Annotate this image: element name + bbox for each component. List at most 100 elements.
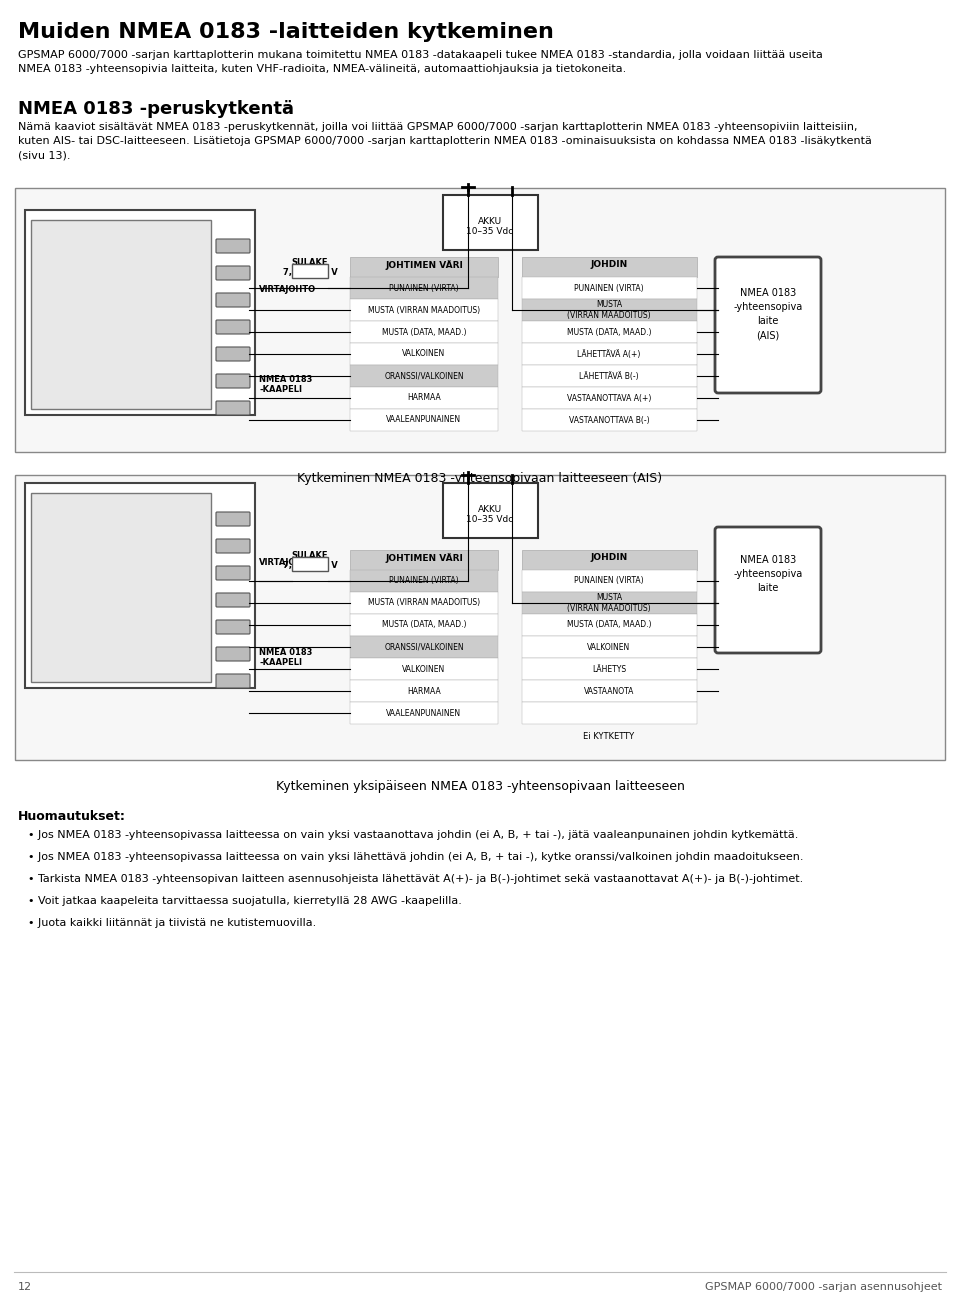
Text: VAALEANPUNAINEN: VAALEANPUNAINEN [387, 416, 462, 425]
FancyBboxPatch shape [216, 539, 250, 553]
FancyBboxPatch shape [216, 400, 250, 415]
Text: ORANSSI/VALKOINEN: ORANSSI/VALKOINEN [384, 372, 464, 381]
FancyBboxPatch shape [216, 512, 250, 526]
Text: MUSTA (DATA, MAAD.): MUSTA (DATA, MAAD.) [566, 328, 651, 337]
FancyBboxPatch shape [216, 320, 250, 334]
Text: NMEA 0183
-KAAPELI: NMEA 0183 -KAAPELI [259, 648, 312, 667]
Text: JOHDIN: JOHDIN [590, 260, 628, 270]
Text: PUNAINEN (VIRTA): PUNAINEN (VIRTA) [574, 577, 644, 586]
FancyBboxPatch shape [292, 557, 328, 572]
Text: NMEA 0183 -peruskytkentä: NMEA 0183 -peruskytkentä [18, 100, 294, 118]
Text: Huomautukset:: Huomautukset: [18, 810, 126, 823]
Text: • Juota kaikki liitännät ja tiivistä ne kutistemuovilla.: • Juota kaikki liitännät ja tiivistä ne … [28, 918, 316, 928]
FancyBboxPatch shape [522, 680, 697, 702]
Text: LÄHETTÄVÄ A(+): LÄHETTÄVÄ A(+) [577, 350, 640, 359]
FancyBboxPatch shape [350, 343, 498, 365]
Text: JOHTIMEN VÄRI: JOHTIMEN VÄRI [385, 260, 463, 270]
Text: AKKU
10–35 Vdc: AKKU 10–35 Vdc [467, 505, 514, 525]
Text: VASTAANOTTAVA B(-): VASTAANOTTAVA B(-) [568, 416, 649, 425]
FancyBboxPatch shape [350, 702, 498, 724]
Text: VASTAANOTTAVA A(+): VASTAANOTTAVA A(+) [566, 394, 651, 403]
FancyBboxPatch shape [350, 299, 498, 321]
FancyBboxPatch shape [443, 483, 538, 538]
FancyBboxPatch shape [522, 410, 697, 432]
Text: 12: 12 [18, 1282, 32, 1292]
FancyBboxPatch shape [350, 257, 498, 277]
Text: • Jos NMEA 0183 -yhteensopivassa laitteessa on vain yksi vastaanottava johdin (e: • Jos NMEA 0183 -yhteensopivassa laittee… [28, 829, 799, 840]
FancyBboxPatch shape [522, 592, 697, 614]
Text: Nämä kaaviot sisältävät NMEA 0183 -peruskytkennät, joilla voi liittää GPSMAP 600: Nämä kaaviot sisältävät NMEA 0183 -perus… [18, 122, 872, 159]
Text: MUSTA (VIRRAN MAADOITUS): MUSTA (VIRRAN MAADOITUS) [368, 306, 480, 315]
Text: HARMAA: HARMAA [407, 394, 441, 403]
FancyBboxPatch shape [350, 410, 498, 432]
FancyBboxPatch shape [522, 343, 697, 365]
FancyBboxPatch shape [350, 658, 498, 680]
FancyBboxPatch shape [216, 266, 250, 280]
Text: NMEA 0183
-yhteensopiva
laite
(AIS): NMEA 0183 -yhteensopiva laite (AIS) [733, 288, 803, 340]
Text: PUNAINEN (VIRTA): PUNAINEN (VIRTA) [389, 284, 459, 293]
Text: MUSTA
(VIRRAN MAADOITUS): MUSTA (VIRRAN MAADOITUS) [567, 301, 651, 320]
Text: NMEA 0183
-KAAPELI: NMEA 0183 -KAAPELI [259, 375, 312, 394]
Text: VAALEANPUNAINEN: VAALEANPUNAINEN [387, 709, 462, 718]
FancyBboxPatch shape [715, 527, 821, 653]
FancyBboxPatch shape [216, 647, 250, 661]
FancyBboxPatch shape [350, 388, 498, 410]
Text: GPSMAP 6000/7000 -sarjan karttaplotterin mukana toimitettu NMEA 0183 -datakaapel: GPSMAP 6000/7000 -sarjan karttaplotterin… [18, 51, 823, 74]
FancyBboxPatch shape [522, 388, 697, 410]
FancyBboxPatch shape [15, 476, 945, 759]
Text: Garmin
GPSMAP 6000/7000 -sarjan
karttaplotteri: Garmin GPSMAP 6000/7000 -sarjan karttapl… [60, 295, 193, 333]
FancyBboxPatch shape [350, 592, 498, 614]
Text: JOHDIN: JOHDIN [590, 553, 628, 562]
Text: MUSTA (DATA, MAAD.): MUSTA (DATA, MAAD.) [382, 328, 467, 337]
FancyBboxPatch shape [443, 194, 538, 250]
FancyBboxPatch shape [350, 550, 498, 570]
FancyBboxPatch shape [216, 238, 250, 253]
FancyBboxPatch shape [350, 365, 498, 388]
Text: MUSTA (DATA, MAAD.): MUSTA (DATA, MAAD.) [382, 621, 467, 630]
FancyBboxPatch shape [25, 210, 255, 415]
FancyBboxPatch shape [522, 614, 697, 636]
FancyBboxPatch shape [31, 492, 211, 682]
Text: NMEA 0183
-yhteensopiva
laite: NMEA 0183 -yhteensopiva laite [733, 555, 803, 594]
Text: VIRTAJOHTO: VIRTAJOHTO [259, 559, 316, 568]
Text: VASTAANOTA: VASTAANOTA [584, 687, 635, 696]
FancyBboxPatch shape [216, 293, 250, 307]
FancyBboxPatch shape [522, 636, 697, 658]
Text: MUSTA (VIRRAN MAADOITUS): MUSTA (VIRRAN MAADOITUS) [368, 599, 480, 608]
Text: PUNAINEN (VIRTA): PUNAINEN (VIRTA) [389, 577, 459, 586]
Text: VALKOINEN: VALKOINEN [402, 350, 445, 359]
FancyBboxPatch shape [216, 594, 250, 607]
FancyBboxPatch shape [292, 264, 328, 279]
FancyBboxPatch shape [715, 257, 821, 393]
FancyBboxPatch shape [350, 277, 498, 299]
FancyBboxPatch shape [216, 619, 250, 634]
FancyBboxPatch shape [15, 188, 945, 452]
Text: Kytkeminen yksipäiseen NMEA 0183 -yhteensopivaan laitteeseen: Kytkeminen yksipäiseen NMEA 0183 -yhteen… [276, 780, 684, 793]
FancyBboxPatch shape [350, 636, 498, 658]
FancyBboxPatch shape [522, 277, 697, 299]
FancyBboxPatch shape [350, 614, 498, 636]
FancyBboxPatch shape [522, 257, 697, 277]
FancyBboxPatch shape [350, 321, 498, 343]
FancyBboxPatch shape [522, 658, 697, 680]
Text: GPSmap 6000: GPSmap 6000 [39, 495, 88, 502]
Text: PUNAINEN (VIRTA): PUNAINEN (VIRTA) [574, 284, 644, 293]
Text: LÄHETTÄVÄ B(-): LÄHETTÄVÄ B(-) [579, 372, 638, 381]
Text: JOHTIMEN VÄRI: JOHTIMEN VÄRI [385, 553, 463, 562]
Text: Kytkeminen NMEA 0183 -yhteensopivaan laitteeseen (AIS): Kytkeminen NMEA 0183 -yhteensopivaan lai… [298, 472, 662, 485]
Text: VIRTAJOHTO: VIRTAJOHTO [259, 285, 316, 294]
Text: LÄHETYS: LÄHETYS [592, 665, 626, 674]
Text: AKKU
10–35 Vdc: AKKU 10–35 Vdc [467, 216, 514, 236]
Text: Garmin
GPSMAP 6000/7000 -sarjan
karttaplotteri: Garmin GPSMAP 6000/7000 -sarjan karttapl… [60, 568, 193, 607]
FancyBboxPatch shape [216, 674, 250, 688]
Text: VALKOINEN: VALKOINEN [588, 643, 631, 652]
Text: HARMAA: HARMAA [407, 687, 441, 696]
Text: Muiden NMEA 0183 -laitteiden kytkeminen: Muiden NMEA 0183 -laitteiden kytkeminen [18, 22, 554, 41]
Text: SULAKE
7,5 A - 42 V: SULAKE 7,5 A - 42 V [282, 258, 337, 277]
FancyBboxPatch shape [216, 566, 250, 581]
FancyBboxPatch shape [522, 550, 697, 570]
Text: SULAKE
7,5 A - 42 V: SULAKE 7,5 A - 42 V [282, 551, 337, 570]
Text: • Tarkista NMEA 0183 -yhteensopivan laitteen asennusohjeista lähettävät A(+)- ja: • Tarkista NMEA 0183 -yhteensopivan lait… [28, 874, 804, 884]
FancyBboxPatch shape [350, 570, 498, 592]
Text: • Voit jatkaa kaapeleita tarvittaessa suojatulla, kierretyllä 28 AWG -kaapelilla: • Voit jatkaa kaapeleita tarvittaessa su… [28, 896, 462, 906]
